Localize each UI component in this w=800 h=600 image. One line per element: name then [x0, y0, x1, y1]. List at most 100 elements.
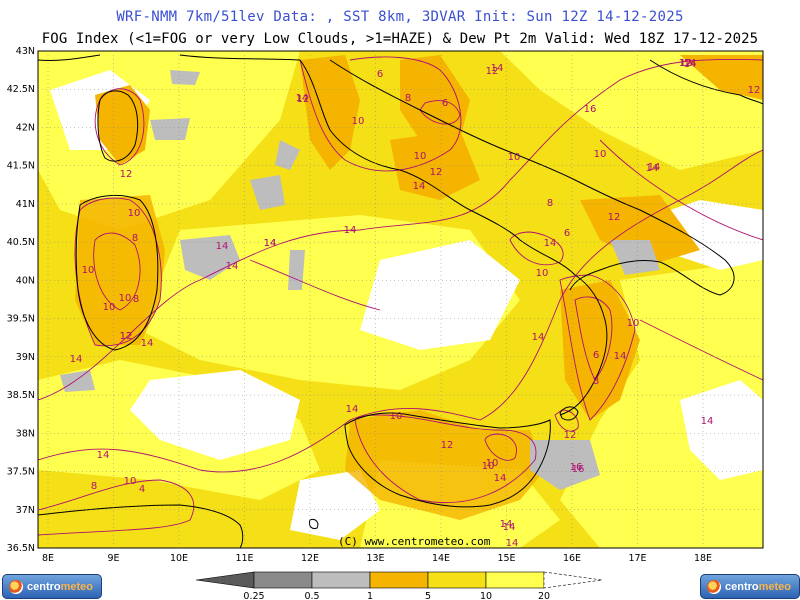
field-orange-abruzzo — [400, 55, 470, 140]
contour-label: 14 — [226, 261, 239, 272]
contour-label: 12 — [297, 94, 310, 105]
lat-label: 42N — [16, 122, 35, 133]
colorbar-tick-1: 0.25 — [243, 591, 264, 600]
contour-label: 8 — [547, 198, 553, 209]
contour-label: 10 — [627, 318, 640, 329]
field-white-sw — [130, 370, 300, 460]
lon-label: 8E — [42, 553, 54, 564]
lat-label: 39.5N — [7, 314, 35, 325]
colorbar-tick-6: 20 — [538, 591, 550, 600]
contour-label: 16 — [570, 462, 583, 473]
lon-label: 14E — [432, 553, 450, 564]
colorbar-seg-6 — [485, 571, 545, 589]
lon-label: 13E — [366, 553, 384, 564]
colorbar-tick-5: 10 — [480, 591, 492, 600]
lat-label: 39N — [16, 352, 35, 363]
contour-label: 14 — [494, 473, 507, 484]
colorbar-seg-2 — [253, 571, 313, 589]
field-gray-8 — [610, 240, 660, 275]
lon-label: 15E — [497, 553, 515, 564]
title-line-2: FOG Index (<1=FOG or very Low Clouds, >1… — [41, 31, 759, 47]
graticule — [38, 51, 763, 548]
dewpoint-contours — [38, 56, 763, 536]
contour-label: 4 — [139, 484, 145, 495]
field-orange-sardinia — [75, 195, 165, 345]
contour-label: 10 — [128, 208, 141, 219]
logo-text-1: centro — [725, 580, 759, 593]
field-orange-basilicata — [580, 195, 700, 265]
field-gray-5 — [530, 440, 600, 490]
contour-label: 12 — [120, 331, 133, 342]
contour-label: 14 — [346, 404, 359, 415]
contour-label: 14 — [532, 332, 545, 343]
logo-text-2: meteo — [60, 580, 94, 593]
lon-label: 16E — [563, 553, 581, 564]
colorbar-tick-3: 1 — [367, 591, 373, 600]
field-gray-6 — [250, 175, 285, 210]
contour-label: 10 — [103, 302, 116, 313]
lat-label: 37.5N — [7, 467, 35, 478]
contour-label: 12 — [608, 212, 621, 223]
logo-text-1: centro — [27, 580, 61, 593]
logo-globe-icon — [9, 579, 23, 594]
contour-label: 8 — [91, 481, 97, 492]
colorbar: 0.25 0.5 1 5 10 20 — [195, 571, 603, 600]
contour-label: 12 — [486, 66, 499, 77]
contour-label: 14 — [344, 225, 357, 236]
map-frame — [37, 50, 764, 549]
logo-globe-icon — [707, 579, 721, 594]
lat-label: 37N — [16, 505, 35, 516]
colorbar-seg-4 — [369, 571, 429, 589]
lat-label: 42.5N — [7, 84, 35, 95]
longitude-labels: 8E 9E 10E 11E 12E 13E 14E 15E 16E 17E 18E — [42, 553, 712, 564]
contour-label: 10 — [486, 458, 499, 469]
contour-label: 12 — [679, 58, 692, 69]
contour-label: 12 — [120, 169, 133, 180]
colorbar-seg-3 — [311, 571, 371, 589]
contour-label: 14 — [503, 522, 516, 533]
field-gray-9 — [288, 250, 305, 290]
centrometeo-logo-right[interactable]: centro meteo — [700, 574, 800, 599]
lon-label: 17E — [628, 553, 646, 564]
credit-text: (C) www.centrometeo.com — [338, 535, 491, 548]
contour-label: 14 — [701, 416, 714, 427]
title-line-1: WRF-NMM 7km/51lev Data: , SST 8km, 3DVAR… — [116, 9, 684, 25]
contour-label: 14 — [264, 238, 277, 249]
lat-label: 38.5N — [7, 390, 35, 401]
lat-label: 40N — [16, 275, 35, 286]
contour-label: 10 — [390, 411, 403, 422]
lat-label: 41N — [16, 199, 35, 210]
contour-label: 10 — [119, 293, 132, 304]
contour-label: 8 — [132, 233, 138, 244]
field-gray-7 — [150, 118, 190, 140]
contour-label: 12 — [680, 58, 693, 69]
field-orange-campania — [390, 130, 480, 200]
lat-label: 40.5N — [7, 237, 35, 248]
field-yellow-adriatic — [500, 51, 763, 170]
coastlines — [38, 54, 763, 548]
contour-label: 8 — [593, 376, 599, 387]
lat-label: 43N — [16, 46, 35, 57]
lon-label: 18E — [694, 553, 712, 564]
field-gray-1 — [170, 70, 200, 85]
contour-label: 16 — [584, 104, 597, 115]
contour-label: 10 — [594, 149, 607, 160]
contour-label: 10 — [124, 476, 137, 487]
contour-label: 12 — [441, 440, 454, 451]
contour-label: 14 — [216, 241, 229, 252]
field-yellow-ionian — [560, 260, 763, 548]
contour-label: 8 — [133, 294, 139, 305]
lat-label: 38N — [16, 428, 35, 439]
centrometeo-logo-left[interactable]: centro meteo — [2, 574, 102, 599]
contour-label: 14 — [648, 162, 661, 173]
latitude-labels: 43N 42.5N 42N 41.5N 41N 40.5N 40N 39.5N 39N 38.5N… — [7, 46, 35, 554]
contour-label: 14 — [491, 63, 504, 74]
contour-label: 14 — [296, 93, 309, 104]
logo-text-2: meteo — [758, 580, 792, 593]
lat-label: 41.5N — [7, 161, 35, 172]
colorbar-seg-1 — [195, 571, 255, 589]
contour-label: 10 — [352, 116, 365, 127]
contour-label: 14 — [614, 351, 627, 362]
